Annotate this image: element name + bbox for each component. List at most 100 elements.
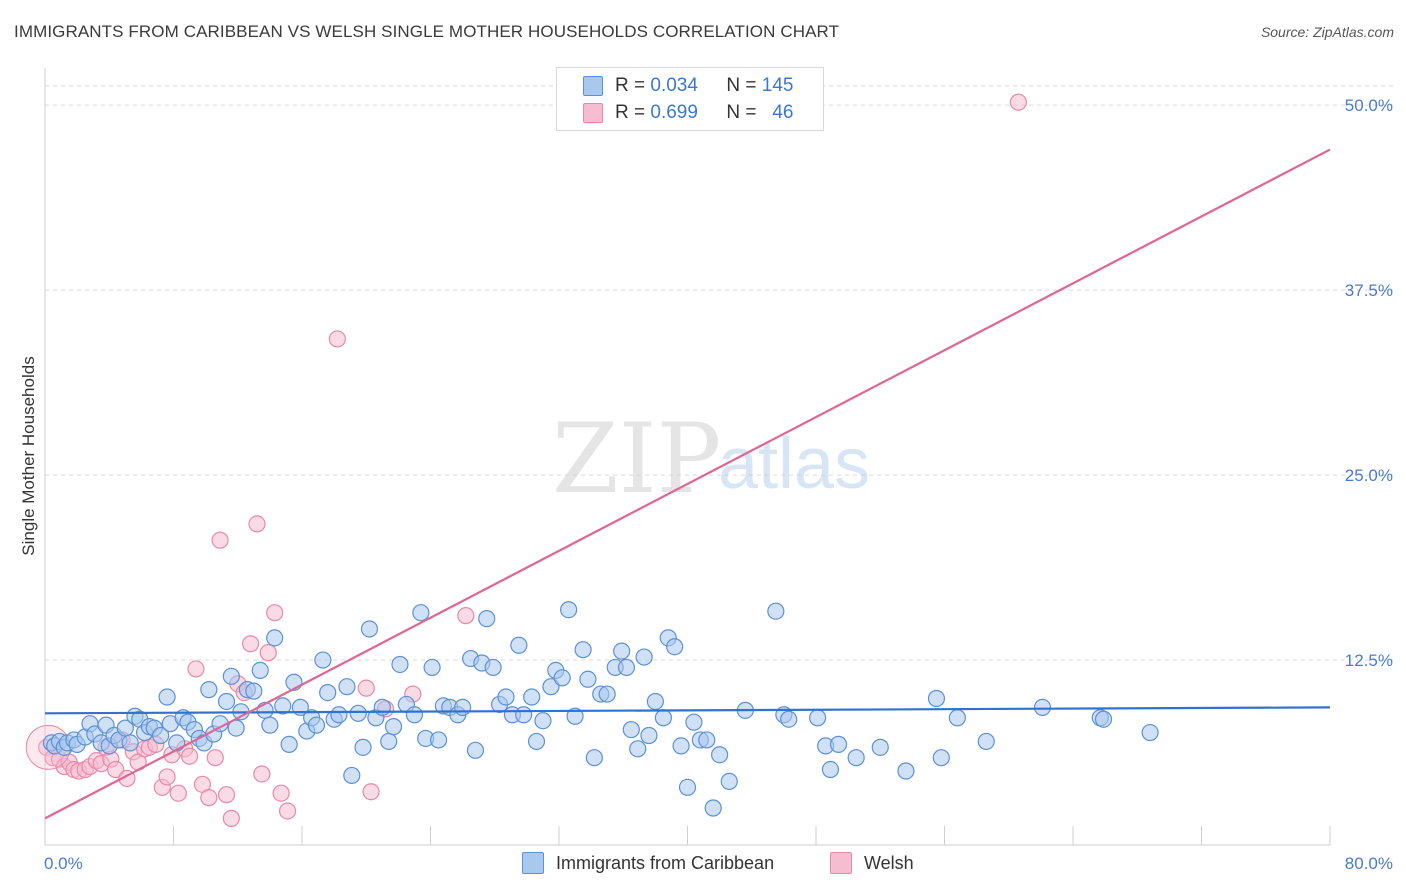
- caribbean-point: [847, 749, 865, 767]
- legend-item-welsh[interactable]: Welsh: [830, 852, 914, 874]
- caribbean-point: [598, 685, 616, 703]
- caribbean-point: [534, 712, 552, 730]
- caribbean-point: [319, 683, 337, 702]
- caribbean-point: [613, 642, 631, 660]
- caribbean-point: [338, 678, 356, 696]
- caribbean-point: [330, 706, 348, 724]
- caribbean-point: [711, 746, 729, 764]
- caribbean-point: [280, 735, 298, 753]
- caribbean-point: [821, 760, 840, 779]
- caribbean-point: [384, 718, 403, 736]
- caribbean-point: [391, 655, 409, 674]
- caribbean-point: [560, 601, 578, 619]
- y-tick-label: 12.5%: [1345, 651, 1393, 670]
- caribbean-point: [266, 629, 284, 647]
- chart-title: IMMIGRANTS FROM CARIBBEAN VS WELSH SINGL…: [14, 22, 840, 41]
- y-tick-label: 37.5%: [1345, 281, 1393, 300]
- caribbean-point: [780, 710, 798, 728]
- welsh-point: [328, 330, 346, 348]
- caribbean-point: [1033, 698, 1052, 716]
- welsh-point: [211, 531, 229, 549]
- welsh-point: [266, 604, 284, 622]
- caribbean-point: [429, 731, 448, 749]
- caribbean-point: [497, 688, 515, 706]
- welsh-trend-line: [44, 148, 1331, 820]
- legend-swatch-pink: [583, 103, 603, 123]
- caribbean-point: [698, 731, 716, 749]
- axes: [44, 68, 1331, 846]
- caribbean-point: [510, 636, 528, 654]
- correlation-legend: R = 0.034 N = 145 R = 0.699 N = 46: [556, 67, 824, 131]
- legend-swatch-blue: [522, 852, 544, 874]
- welsh-point: [107, 760, 125, 779]
- caribbean-point: [217, 692, 236, 711]
- caribbean-point: [672, 737, 690, 755]
- caribbean-trend-line: [44, 706, 1331, 715]
- caribbean-point: [412, 604, 430, 622]
- caribbean-point: [809, 709, 827, 727]
- welsh-point: [1009, 93, 1027, 111]
- source-label: Source: ZipAtlas.com: [1260, 24, 1394, 40]
- y-tick-label: 50.0%: [1345, 96, 1393, 115]
- caribbean-point: [405, 706, 424, 724]
- caribbean-point: [423, 658, 441, 677]
- welsh-point: [357, 679, 375, 697]
- legend-r-value-welsh: 0.699: [650, 102, 698, 123]
- caribbean-point: [585, 749, 603, 767]
- caribbean-point: [168, 734, 186, 752]
- caribbean-point: [466, 741, 485, 759]
- legend-item-caribbean[interactable]: Immigrants from Caribbean: [522, 852, 774, 874]
- watermark-atlas: atlas: [718, 424, 870, 504]
- caribbean-point: [380, 732, 398, 751]
- caribbean-point: [654, 709, 673, 727]
- caribbean-point: [640, 726, 658, 745]
- welsh-point: [222, 809, 240, 827]
- x-tick-label: 80.0%: [1345, 854, 1393, 873]
- caribbean-point: [927, 689, 946, 708]
- trend-lines: [44, 148, 1331, 820]
- welsh-point: [200, 789, 218, 807]
- welsh-point: [278, 802, 297, 820]
- legend-r-label: R =: [615, 102, 646, 123]
- y-tick-label: 25.0%: [1345, 466, 1393, 485]
- caribbean-point: [635, 648, 653, 666]
- legend-n-label: N =: [726, 102, 757, 123]
- caribbean-point: [617, 658, 636, 677]
- caribbean-point: [454, 698, 472, 716]
- series-legend: Immigrants from Caribbean Welsh: [0, 852, 1406, 878]
- caribbean-point: [515, 706, 533, 724]
- welsh-point: [169, 784, 187, 802]
- legend-row-caribbean: R = 0.034 N = 145: [583, 74, 793, 98]
- welsh-point: [206, 749, 224, 767]
- caribbean-point: [977, 732, 995, 751]
- caribbean-point: [261, 716, 279, 734]
- caribbean-point: [871, 738, 889, 756]
- caribbean-point: [484, 658, 502, 677]
- legend-r-label: R =: [615, 75, 646, 96]
- caribbean-point: [349, 704, 367, 722]
- welsh-point: [180, 747, 199, 765]
- caribbean-point: [767, 602, 785, 620]
- legend-swatch-pink: [830, 852, 852, 874]
- legend-label-welsh: Welsh: [864, 852, 914, 873]
- legend-row-welsh: R = 0.699 N = 46: [583, 101, 793, 125]
- caribbean-point: [622, 720, 640, 739]
- caribbean-point: [704, 799, 722, 817]
- caribbean-point: [666, 638, 684, 656]
- caribbean-point: [932, 749, 950, 767]
- welsh-point: [158, 768, 176, 786]
- caribbean-point: [678, 778, 697, 796]
- caribbean-point: [948, 709, 966, 727]
- welsh-point: [457, 607, 475, 625]
- caribbean-point: [354, 738, 372, 756]
- caribbean-points: [42, 601, 1159, 817]
- caribbean-point: [527, 732, 546, 751]
- caribbean-point: [158, 688, 176, 706]
- caribbean-point: [245, 682, 263, 700]
- welsh-point: [362, 783, 380, 801]
- caribbean-point: [579, 670, 597, 688]
- caribbean-point: [222, 667, 240, 685]
- legend-r-value-caribbean: 0.034: [650, 75, 698, 96]
- caribbean-point: [574, 641, 592, 659]
